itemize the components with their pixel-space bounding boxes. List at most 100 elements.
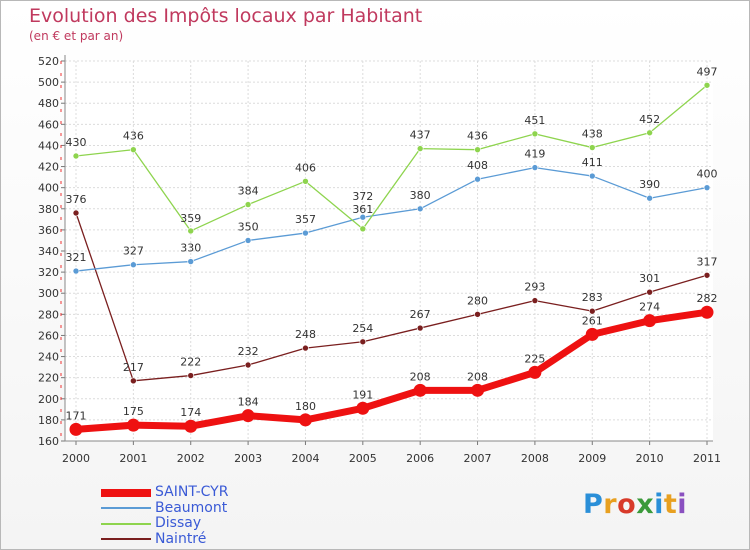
data-label: 330 xyxy=(180,242,201,255)
data-label: 380 xyxy=(410,189,431,202)
data-label: 436 xyxy=(123,130,144,143)
series-line-dissay xyxy=(75,84,708,232)
data-point xyxy=(646,288,653,296)
data-label: 175 xyxy=(123,405,144,418)
data-point xyxy=(585,327,599,341)
data-label: 222 xyxy=(180,356,201,369)
data-point xyxy=(528,365,542,379)
legend-label: Dissay xyxy=(155,515,202,532)
data-label: 361 xyxy=(352,203,373,216)
logo-letter: i xyxy=(654,489,664,520)
data-point xyxy=(359,225,367,233)
data-point xyxy=(646,194,653,202)
legend-item: SAINT-CYR xyxy=(101,485,228,501)
y-tick-label: 480 xyxy=(38,97,59,110)
data-point xyxy=(474,146,481,153)
data-point xyxy=(588,144,596,151)
data-label: 274 xyxy=(639,301,660,314)
data-point xyxy=(646,129,653,137)
data-label: 293 xyxy=(524,281,545,294)
data-point xyxy=(130,261,137,269)
data-point xyxy=(588,172,596,180)
series-line-beaumont xyxy=(75,166,708,272)
x-tick-label: 2009 xyxy=(578,452,606,465)
x-tick-label: 2006 xyxy=(406,452,434,465)
y-tick-label: 380 xyxy=(38,203,59,216)
data-label: 438 xyxy=(582,128,603,141)
data-label: 430 xyxy=(66,136,87,149)
y-tick-label: 420 xyxy=(38,161,59,174)
x-tick-label: 2010 xyxy=(636,452,664,465)
data-label: 301 xyxy=(639,272,660,285)
y-tick-label: 360 xyxy=(38,224,59,237)
data-point xyxy=(302,344,309,352)
data-label: 254 xyxy=(352,322,373,335)
logo-letter: i xyxy=(677,489,688,520)
legend-label: Beaumont xyxy=(155,499,228,516)
chart-legend: SAINT-CYR Beaumont Dissay Naintré xyxy=(101,485,228,547)
logo-letter: r xyxy=(603,489,618,520)
data-point xyxy=(416,324,424,332)
data-point xyxy=(187,227,195,235)
data-label: 225 xyxy=(524,352,545,365)
data-label: 267 xyxy=(410,308,431,321)
data-point xyxy=(126,418,140,432)
data-point xyxy=(244,201,252,208)
data-point xyxy=(643,314,657,328)
data-label: 419 xyxy=(524,148,545,161)
data-label: 321 xyxy=(66,251,87,264)
y-tick-label: 200 xyxy=(38,393,59,406)
y-tick-label: 520 xyxy=(38,55,59,68)
data-label: 208 xyxy=(467,370,488,383)
y-tick-label: 160 xyxy=(38,435,59,448)
series-line-naintré xyxy=(75,212,708,382)
data-point xyxy=(416,205,424,213)
data-point xyxy=(69,422,83,436)
chart-subtitle: (en € et par an) xyxy=(29,29,124,43)
data-label: 451 xyxy=(524,114,545,127)
data-label: 317 xyxy=(697,255,718,268)
data-point xyxy=(474,175,481,183)
data-label: 436 xyxy=(467,130,488,143)
data-point xyxy=(130,377,137,385)
y-tick-label: 500 xyxy=(38,76,59,89)
legend-item: Beaumont xyxy=(101,499,228,517)
data-label: 350 xyxy=(238,220,259,233)
data-label: 174 xyxy=(180,406,201,419)
data-label: 280 xyxy=(467,294,488,307)
data-point xyxy=(474,311,481,318)
data-point xyxy=(241,409,255,423)
legend-item: Naintré xyxy=(101,531,228,548)
x-tick-label: 2004 xyxy=(291,452,319,465)
x-tick-label: 2003 xyxy=(234,452,262,465)
data-point xyxy=(72,267,80,275)
data-label: 171 xyxy=(66,409,87,422)
y-tick-label: 260 xyxy=(38,329,59,342)
x-tick-label: 2001 xyxy=(119,452,147,465)
y-tick-label: 240 xyxy=(38,351,59,364)
data-point xyxy=(130,146,137,153)
data-label: 411 xyxy=(582,156,603,169)
x-tick-label: 2007 xyxy=(464,452,492,465)
y-tick-label: 220 xyxy=(38,372,59,385)
y-tick-label: 460 xyxy=(38,118,59,131)
data-label: 327 xyxy=(123,245,144,258)
data-point xyxy=(244,237,252,244)
data-point xyxy=(416,145,424,152)
data-label: 437 xyxy=(410,129,431,142)
data-label: 497 xyxy=(697,65,718,78)
data-point xyxy=(413,383,427,397)
data-label: 208 xyxy=(410,370,431,383)
data-point xyxy=(471,383,485,397)
data-label: 406 xyxy=(295,161,316,174)
data-label: 248 xyxy=(295,328,316,341)
data-label: 217 xyxy=(123,361,144,374)
data-label: 180 xyxy=(295,400,316,413)
y-tick-label: 340 xyxy=(38,245,59,258)
x-tick-label: 2002 xyxy=(177,452,205,465)
data-label: 390 xyxy=(639,178,660,191)
y-tick-label: 320 xyxy=(38,266,59,279)
x-tick-label: 2000 xyxy=(62,452,90,465)
data-label: 452 xyxy=(639,113,660,126)
